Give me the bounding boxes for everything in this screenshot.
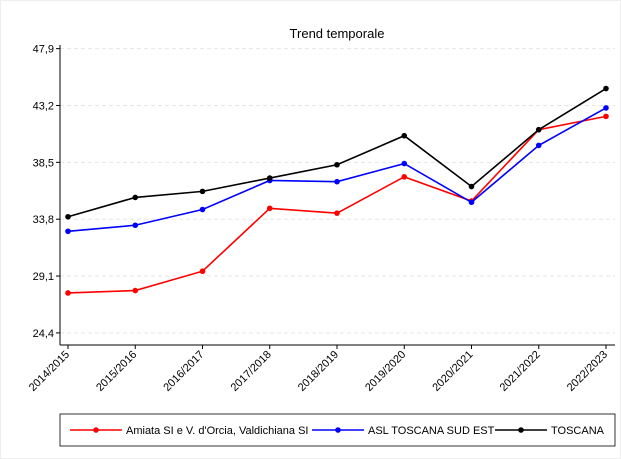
point <box>334 161 340 168</box>
point <box>468 199 475 206</box>
point <box>199 268 206 275</box>
point <box>603 85 609 92</box>
y-tick-label: 24,4 <box>33 328 54 340</box>
legend-marker <box>518 427 524 433</box>
point <box>65 290 71 296</box>
point <box>199 206 206 213</box>
point <box>603 105 609 111</box>
point <box>65 213 71 220</box>
y-tick-label: 43,2 <box>33 100 54 112</box>
point <box>334 178 340 185</box>
legend-label: ASL TOSCANA SUD EST <box>368 425 495 437</box>
point <box>334 210 340 216</box>
y-tick-label: 29,1 <box>33 271 54 283</box>
point <box>535 142 542 149</box>
point <box>266 205 273 212</box>
point <box>401 132 408 139</box>
point <box>132 222 139 229</box>
chart-title: Trend temporale <box>290 26 385 41</box>
point <box>401 174 408 180</box>
legend-marker <box>335 427 341 433</box>
point <box>266 175 273 181</box>
point <box>401 160 408 167</box>
point <box>199 188 206 195</box>
legend-marker <box>93 427 99 433</box>
legend-box <box>59 413 616 447</box>
point <box>65 228 71 235</box>
y-tick-label: 33,8 <box>33 214 54 226</box>
legend-label: Amiata SI e V. d'Orcia, Valdichiana SI <box>126 425 308 437</box>
legend-label: TOSCANA <box>551 425 605 437</box>
point <box>132 194 139 201</box>
point <box>603 113 609 120</box>
point <box>535 126 542 133</box>
point <box>468 183 475 190</box>
y-tick-label: 38,5 <box>33 157 54 169</box>
y-tick-label: 47,9 <box>33 44 54 56</box>
point <box>132 287 139 294</box>
